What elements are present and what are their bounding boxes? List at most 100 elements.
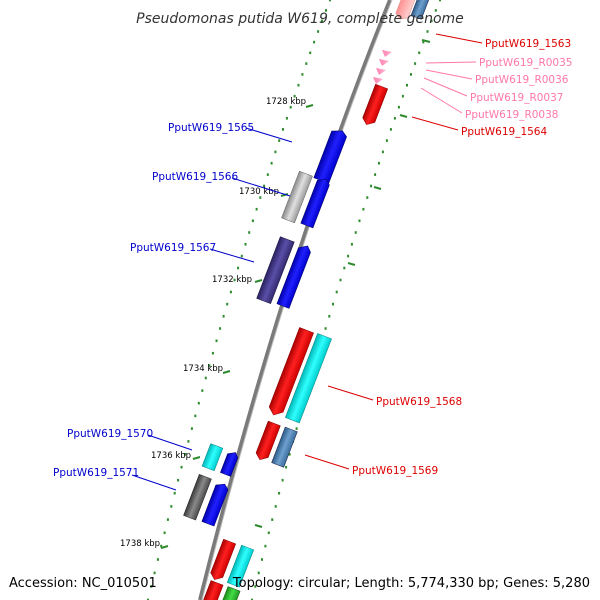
track-dot xyxy=(362,207,365,211)
track-dot xyxy=(321,19,323,23)
leader-line xyxy=(425,61,477,64)
track-dot xyxy=(414,62,417,65)
tick-mark xyxy=(254,279,263,283)
track-dot xyxy=(335,290,338,294)
track-dot xyxy=(194,414,197,418)
track-dot xyxy=(240,254,243,258)
tick-mark xyxy=(347,262,356,266)
gene-label[interactable]: PputW619_1565 xyxy=(168,122,254,134)
track-dot xyxy=(301,73,304,76)
track-dot xyxy=(244,243,247,246)
track-dot xyxy=(264,544,267,548)
tick-mark xyxy=(373,186,382,190)
track-dot xyxy=(313,40,316,44)
gene-1565[interactable] xyxy=(313,127,348,184)
track-dot xyxy=(173,491,176,495)
track-dot xyxy=(170,505,173,508)
track-dot xyxy=(381,150,384,154)
track-dot xyxy=(439,0,441,2)
gene-label[interactable]: PputW619_1566 xyxy=(152,171,238,183)
track-dot xyxy=(270,161,273,165)
gene-1570[interactable] xyxy=(201,443,239,477)
track-dot xyxy=(180,465,183,469)
track-dot xyxy=(434,9,437,12)
gene-1567[interactable] xyxy=(256,236,313,309)
gene-label[interactable]: PputW619_1563 xyxy=(485,38,571,50)
track-dot xyxy=(285,465,288,469)
tick-label: 1728 kbp xyxy=(266,97,306,107)
genome-backbone xyxy=(198,0,392,600)
track-dot xyxy=(255,207,258,211)
gene-1569[interactable] xyxy=(254,420,298,468)
gene-label[interactable]: PputW619_1571 xyxy=(53,467,139,479)
track-dot xyxy=(163,531,166,535)
track-dot xyxy=(374,173,377,176)
reverse-genes xyxy=(202,0,431,600)
track-dot xyxy=(324,327,327,330)
leader-line xyxy=(327,385,374,401)
track-dot xyxy=(208,364,211,367)
track-dot xyxy=(393,117,396,120)
tick-mark xyxy=(192,456,201,460)
gene-label[interactable]: PputW619_R0038 xyxy=(465,109,558,121)
gene-label[interactable]: PputW619_R0037 xyxy=(470,92,563,104)
tick-label: 1730 kbp xyxy=(239,187,279,197)
rna-R0036[interactable] xyxy=(379,59,389,66)
gene-1568[interactable] xyxy=(267,327,332,424)
gene-1563[interactable] xyxy=(394,0,431,22)
track-dot xyxy=(339,278,342,282)
gene-label[interactable]: PputW619_1567 xyxy=(130,242,216,254)
track-dot xyxy=(350,243,353,246)
track-dot xyxy=(184,453,186,456)
track-dot xyxy=(187,440,190,443)
track-dot xyxy=(325,9,327,12)
gene-bottom[interactable] xyxy=(202,538,255,600)
rna-R0035[interactable] xyxy=(382,50,392,57)
tick-label: 1734 kbp xyxy=(183,364,223,374)
gene-label[interactable]: PputW619_1568 xyxy=(376,396,462,408)
rna-R0038[interactable] xyxy=(373,77,383,84)
gene-label[interactable]: PputW619_R0035 xyxy=(479,57,572,69)
gene-1564[interactable] xyxy=(361,83,389,127)
track-dot xyxy=(406,83,408,87)
track-dot xyxy=(219,327,222,330)
leader-line xyxy=(147,434,193,451)
left-dotted-track xyxy=(147,0,331,600)
tick-mark xyxy=(222,370,231,374)
tick-mark xyxy=(305,104,314,108)
track-dot xyxy=(329,0,331,2)
leader-line xyxy=(231,177,291,197)
track-dot xyxy=(211,351,214,355)
gene-label[interactable]: PputW619_1569 xyxy=(352,465,438,477)
track-dot xyxy=(385,139,388,142)
track-dot xyxy=(251,598,253,600)
leader-line xyxy=(420,87,463,114)
right-labels: PputW619_1563 PputW619_R0035 PputW619_R0… xyxy=(304,33,572,477)
leader-line xyxy=(423,77,468,97)
track-dot xyxy=(177,478,180,482)
gene-label[interactable]: PputW619_1564 xyxy=(461,126,547,138)
rna-R0037[interactable] xyxy=(376,68,386,75)
tick-label: 1738 kbp xyxy=(120,539,160,549)
track-dot xyxy=(347,254,350,258)
tick-label: 1732 kbp xyxy=(212,275,252,285)
tick-label: 1736 kbp xyxy=(151,451,191,461)
gene-1566[interactable] xyxy=(281,170,331,229)
gene-label[interactable]: PputW619_1570 xyxy=(67,428,153,440)
leader-line xyxy=(304,454,350,470)
track-dot xyxy=(226,302,229,306)
track-dot xyxy=(190,427,193,430)
track-dot xyxy=(389,128,392,131)
track-dot xyxy=(222,315,225,318)
track-dot xyxy=(274,150,277,154)
track-dot xyxy=(259,196,262,199)
track-dot xyxy=(378,161,380,165)
gene-1571[interactable] xyxy=(183,473,230,527)
track-dot xyxy=(354,231,357,234)
track-dot xyxy=(215,339,218,343)
track-dot xyxy=(366,196,369,199)
track-dot xyxy=(153,571,156,575)
gene-label[interactable]: PputW619_R0036 xyxy=(475,74,569,86)
left-labels: PputW619_1565 PputW619_1566 PputW619_156… xyxy=(53,122,293,491)
